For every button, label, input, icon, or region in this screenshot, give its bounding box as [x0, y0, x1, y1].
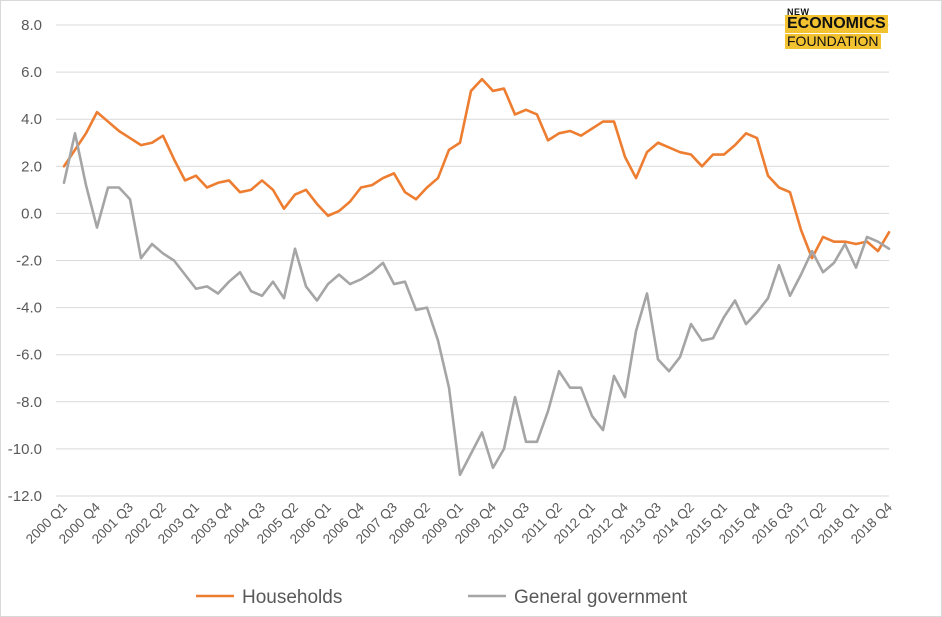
y-tick-label: -10.0 — [8, 441, 42, 458]
y-tick-label: -4.0 — [16, 300, 42, 317]
y-tick-label: -2.0 — [16, 253, 42, 270]
y-tick-label: -8.0 — [16, 394, 42, 411]
y-tick-label: 8.0 — [21, 17, 42, 34]
y-tick-label: 4.0 — [21, 111, 42, 128]
y-tick-label: -12.0 — [8, 488, 42, 505]
y-axis-tick-labels: 8.0 6.0 4.0 2.0 0.0 -2.0 -4.0 -6.0 -8.0 -10.0 -12.… — [8, 17, 42, 505]
y-tick-label: 0.0 — [21, 205, 42, 222]
y-tick-label: -6.0 — [16, 347, 42, 364]
series-line-households — [62, 77, 891, 260]
series-line-general-government — [62, 132, 891, 477]
logo-foundation-text: FOUNDATION — [785, 33, 881, 49]
legend-label-general-government: General government — [514, 587, 688, 608]
legend: Households General government — [196, 587, 688, 608]
series-lines — [62, 77, 891, 477]
legend-label-households: Households — [242, 587, 342, 608]
logo-new-text: NEW — [787, 7, 810, 17]
y-tick-label: 6.0 — [21, 64, 42, 81]
gridlines — [56, 24, 889, 497]
logo-economics-text: ECONOMICS — [785, 15, 888, 33]
nef-logo: NEW ECONOMICS FOUNDATION — [785, 7, 893, 49]
y-tick-label: 2.0 — [21, 158, 42, 175]
